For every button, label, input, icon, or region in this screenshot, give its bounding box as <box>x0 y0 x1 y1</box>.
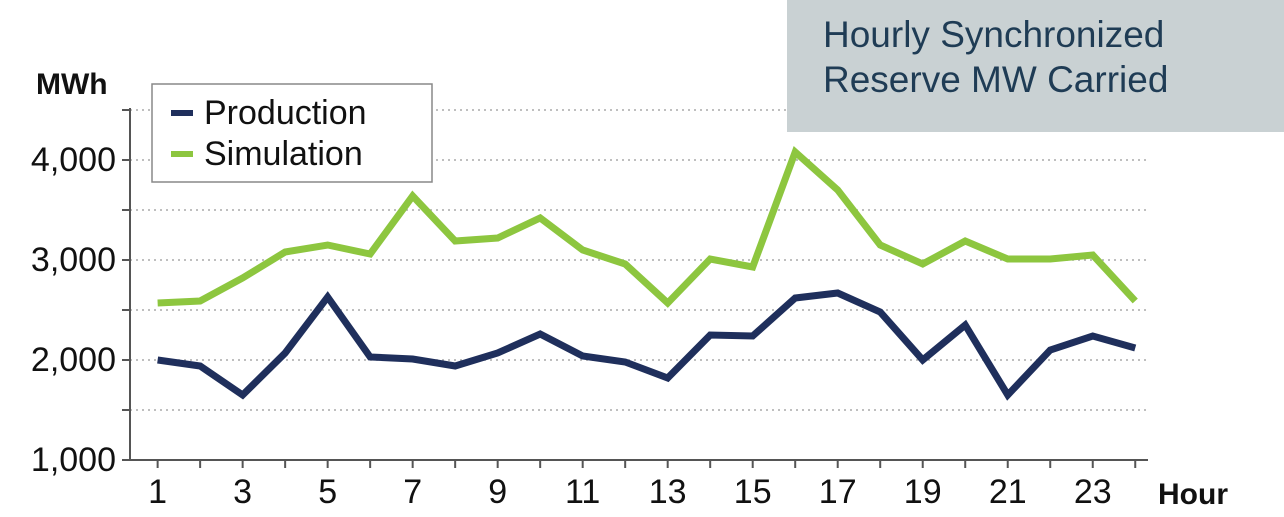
x-tick-label: 9 <box>488 473 507 511</box>
data-line <box>157 145 1138 308</box>
legend-label: Production <box>204 94 367 132</box>
x-tick-label: 19 <box>904 473 942 511</box>
legend-label: Simulation <box>204 135 363 173</box>
x-tick-label: 3 <box>233 473 252 511</box>
y-axis-label: MWh <box>36 68 108 101</box>
data-line <box>157 289 1137 401</box>
y-tick-label: 1,000 <box>31 441 116 479</box>
y-tick-label: 4,000 <box>31 141 116 179</box>
x-tick-label: 15 <box>734 473 772 511</box>
x-tick-label: 7 <box>403 473 422 511</box>
x-tick-label: 11 <box>565 473 600 511</box>
x-tick-label: 21 <box>989 473 1027 511</box>
x-tick-label: 23 <box>1074 473 1112 511</box>
y-tick-label: 3,000 <box>31 241 116 279</box>
x-tick-label: 17 <box>819 473 857 511</box>
x-tick-label: 5 <box>318 473 337 511</box>
x-tick-label: 13 <box>649 473 687 511</box>
y-tick-label: 2,000 <box>31 341 116 379</box>
chart-title: Hourly Synchronized Reserve MW Carried <box>787 0 1284 132</box>
x-axis-label: Hour <box>1158 478 1228 511</box>
legend <box>151 83 433 183</box>
x-tick-label: 1 <box>148 473 167 511</box>
